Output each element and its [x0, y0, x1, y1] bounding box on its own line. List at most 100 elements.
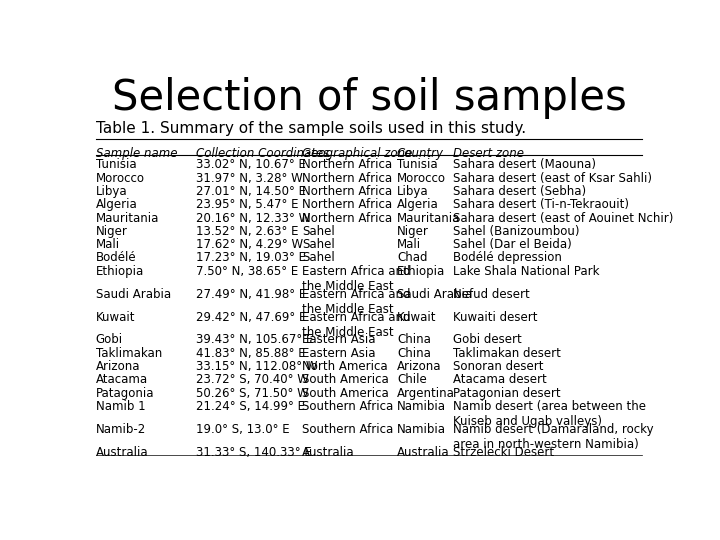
Text: Nefud desert: Nefud desert [453, 288, 529, 301]
Text: Country: Country [397, 147, 444, 160]
Text: Southern Africa: Southern Africa [302, 400, 393, 413]
Text: Namib desert (area between the
Kuiseb and Ugab valleys): Namib desert (area between the Kuiseb an… [453, 400, 646, 428]
Text: Australia: Australia [397, 446, 449, 458]
Text: Algeria: Algeria [96, 198, 138, 211]
Text: South America: South America [302, 387, 389, 400]
Text: Mauritania: Mauritania [96, 212, 159, 225]
Text: 27.01° N, 14.50° E: 27.01° N, 14.50° E [196, 185, 306, 198]
Text: Algeria: Algeria [397, 198, 438, 211]
Text: Eastern Africa and
the Middle East: Eastern Africa and the Middle East [302, 310, 410, 339]
Text: Namib desert (Damaraland, rocky
area in north-western Namibia): Namib desert (Damaraland, rocky area in … [453, 423, 653, 451]
Text: Argentina: Argentina [397, 387, 455, 400]
Text: Patagonian desert: Patagonian desert [453, 387, 560, 400]
Text: Sahel (Dar el Beida): Sahel (Dar el Beida) [453, 238, 572, 251]
Text: Niger: Niger [96, 225, 127, 238]
Text: Atacama desert: Atacama desert [453, 373, 546, 386]
Text: Northern Africa: Northern Africa [302, 172, 392, 185]
Text: 39.43° N, 105.67° E: 39.43° N, 105.67° E [196, 333, 313, 346]
Text: Kuwait: Kuwait [397, 310, 436, 323]
Text: 7.50° N, 38.65° E: 7.50° N, 38.65° E [196, 265, 298, 278]
Text: Table 1. Summary of the sample soils used in this study.: Table 1. Summary of the sample soils use… [96, 121, 526, 136]
Text: 33.02° N, 10.67° E: 33.02° N, 10.67° E [196, 158, 306, 171]
Text: South America: South America [302, 373, 389, 386]
Text: Northern Africa: Northern Africa [302, 212, 392, 225]
Text: Sahara desert (Sebha): Sahara desert (Sebha) [453, 185, 586, 198]
Text: Saudi Arabia: Saudi Arabia [397, 288, 472, 301]
Text: Sahel (Banizoumbou): Sahel (Banizoumbou) [453, 225, 579, 238]
Text: Eastern Asia: Eastern Asia [302, 333, 376, 346]
Text: Eastern Africa and
the Middle East: Eastern Africa and the Middle East [302, 288, 410, 316]
Text: 23.72° S, 70.40° W: 23.72° S, 70.40° W [196, 373, 309, 386]
Text: Northern Africa: Northern Africa [302, 158, 392, 171]
Text: Northern Africa: Northern Africa [302, 198, 392, 211]
Text: Taklimakan desert: Taklimakan desert [453, 347, 561, 360]
Text: 31.97° N, 3.28° W: 31.97° N, 3.28° W [196, 172, 303, 185]
Text: Bodélé: Bodélé [96, 252, 136, 265]
Text: 20.16° N, 12.33° W: 20.16° N, 12.33° W [196, 212, 310, 225]
Text: Eastern Asia: Eastern Asia [302, 347, 376, 360]
Text: Desert zone: Desert zone [453, 147, 523, 160]
Text: 17.62° N, 4.29° W: 17.62° N, 4.29° W [196, 238, 303, 251]
Text: Sahel: Sahel [302, 225, 335, 238]
Text: Arizona: Arizona [96, 360, 140, 373]
Text: Saudi Arabia: Saudi Arabia [96, 288, 171, 301]
Text: Lake Shala National Park: Lake Shala National Park [453, 265, 599, 278]
Text: Atacama: Atacama [96, 373, 148, 386]
Text: 19.0° S, 13.0° E: 19.0° S, 13.0° E [196, 423, 289, 436]
Text: 33.15° N, 112.08° W: 33.15° N, 112.08° W [196, 360, 318, 373]
Text: Australia: Australia [96, 446, 148, 458]
Text: Northern Africa: Northern Africa [302, 185, 392, 198]
Text: Ethiopia: Ethiopia [397, 265, 445, 278]
Text: Sahara desert (Maouna): Sahara desert (Maouna) [453, 158, 595, 171]
Text: Namib 1: Namib 1 [96, 400, 145, 413]
Text: Chile: Chile [397, 373, 427, 386]
Text: Strzelecki Desert: Strzelecki Desert [453, 446, 554, 458]
Text: Sample name: Sample name [96, 147, 177, 160]
Text: 13.52° N, 2.63° E: 13.52° N, 2.63° E [196, 225, 299, 238]
Text: Taklimakan: Taklimakan [96, 347, 162, 360]
Text: Libya: Libya [397, 185, 428, 198]
Text: Mali: Mali [96, 238, 120, 251]
Text: Tunisia: Tunisia [397, 158, 438, 171]
Text: Morocco: Morocco [397, 172, 446, 185]
Text: 29.42° N, 47.69° E: 29.42° N, 47.69° E [196, 310, 307, 323]
Text: Ethiopia: Ethiopia [96, 265, 144, 278]
Text: 31.33° S, 140.33° E: 31.33° S, 140.33° E [196, 446, 312, 458]
Text: China: China [397, 347, 431, 360]
Text: Tunisia: Tunisia [96, 158, 136, 171]
Text: Arizona: Arizona [397, 360, 441, 373]
Text: Sonoran desert: Sonoran desert [453, 360, 543, 373]
Text: Southern Africa: Southern Africa [302, 423, 393, 436]
Text: Sahara desert (east of Ksar Sahli): Sahara desert (east of Ksar Sahli) [453, 172, 652, 185]
Text: Libya: Libya [96, 185, 127, 198]
Text: Selection of soil samples: Selection of soil samples [112, 77, 626, 119]
Text: Niger: Niger [397, 225, 429, 238]
Text: Bodélé depression: Bodélé depression [453, 252, 562, 265]
Text: Gobi: Gobi [96, 333, 122, 346]
Text: 41.83° N, 85.88° E: 41.83° N, 85.88° E [196, 347, 306, 360]
Text: 23.95° N, 5.47° E: 23.95° N, 5.47° E [196, 198, 299, 211]
Text: Patagonia: Patagonia [96, 387, 154, 400]
Text: 50.26° S, 71.50° W: 50.26° S, 71.50° W [196, 387, 309, 400]
Text: Eastern Africa and
the Middle East: Eastern Africa and the Middle East [302, 265, 410, 293]
Text: Gobi desert: Gobi desert [453, 333, 521, 346]
Text: 21.24° S, 14.99° E: 21.24° S, 14.99° E [196, 400, 305, 413]
Text: China: China [397, 333, 431, 346]
Text: Kuwaiti desert: Kuwaiti desert [453, 310, 537, 323]
Text: Kuwait: Kuwait [96, 310, 135, 323]
Text: Australia: Australia [302, 446, 355, 458]
Text: Namibia: Namibia [397, 423, 446, 436]
Text: Sahel: Sahel [302, 238, 335, 251]
Text: Namib-2: Namib-2 [96, 423, 146, 436]
Text: Sahara desert (east of Aouinet Nchir): Sahara desert (east of Aouinet Nchir) [453, 212, 673, 225]
Text: Mauritania: Mauritania [397, 212, 460, 225]
Text: Morocco: Morocco [96, 172, 145, 185]
Text: 27.49° N, 41.98° E: 27.49° N, 41.98° E [196, 288, 306, 301]
Text: Sahel: Sahel [302, 252, 335, 265]
Text: Namibia: Namibia [397, 400, 446, 413]
Text: Geographical zone: Geographical zone [302, 147, 413, 160]
Text: Collection Coordinates: Collection Coordinates [196, 147, 329, 160]
Text: Mali: Mali [397, 238, 421, 251]
Text: North America: North America [302, 360, 387, 373]
Text: 17.23° N, 19.03° E: 17.23° N, 19.03° E [196, 252, 306, 265]
